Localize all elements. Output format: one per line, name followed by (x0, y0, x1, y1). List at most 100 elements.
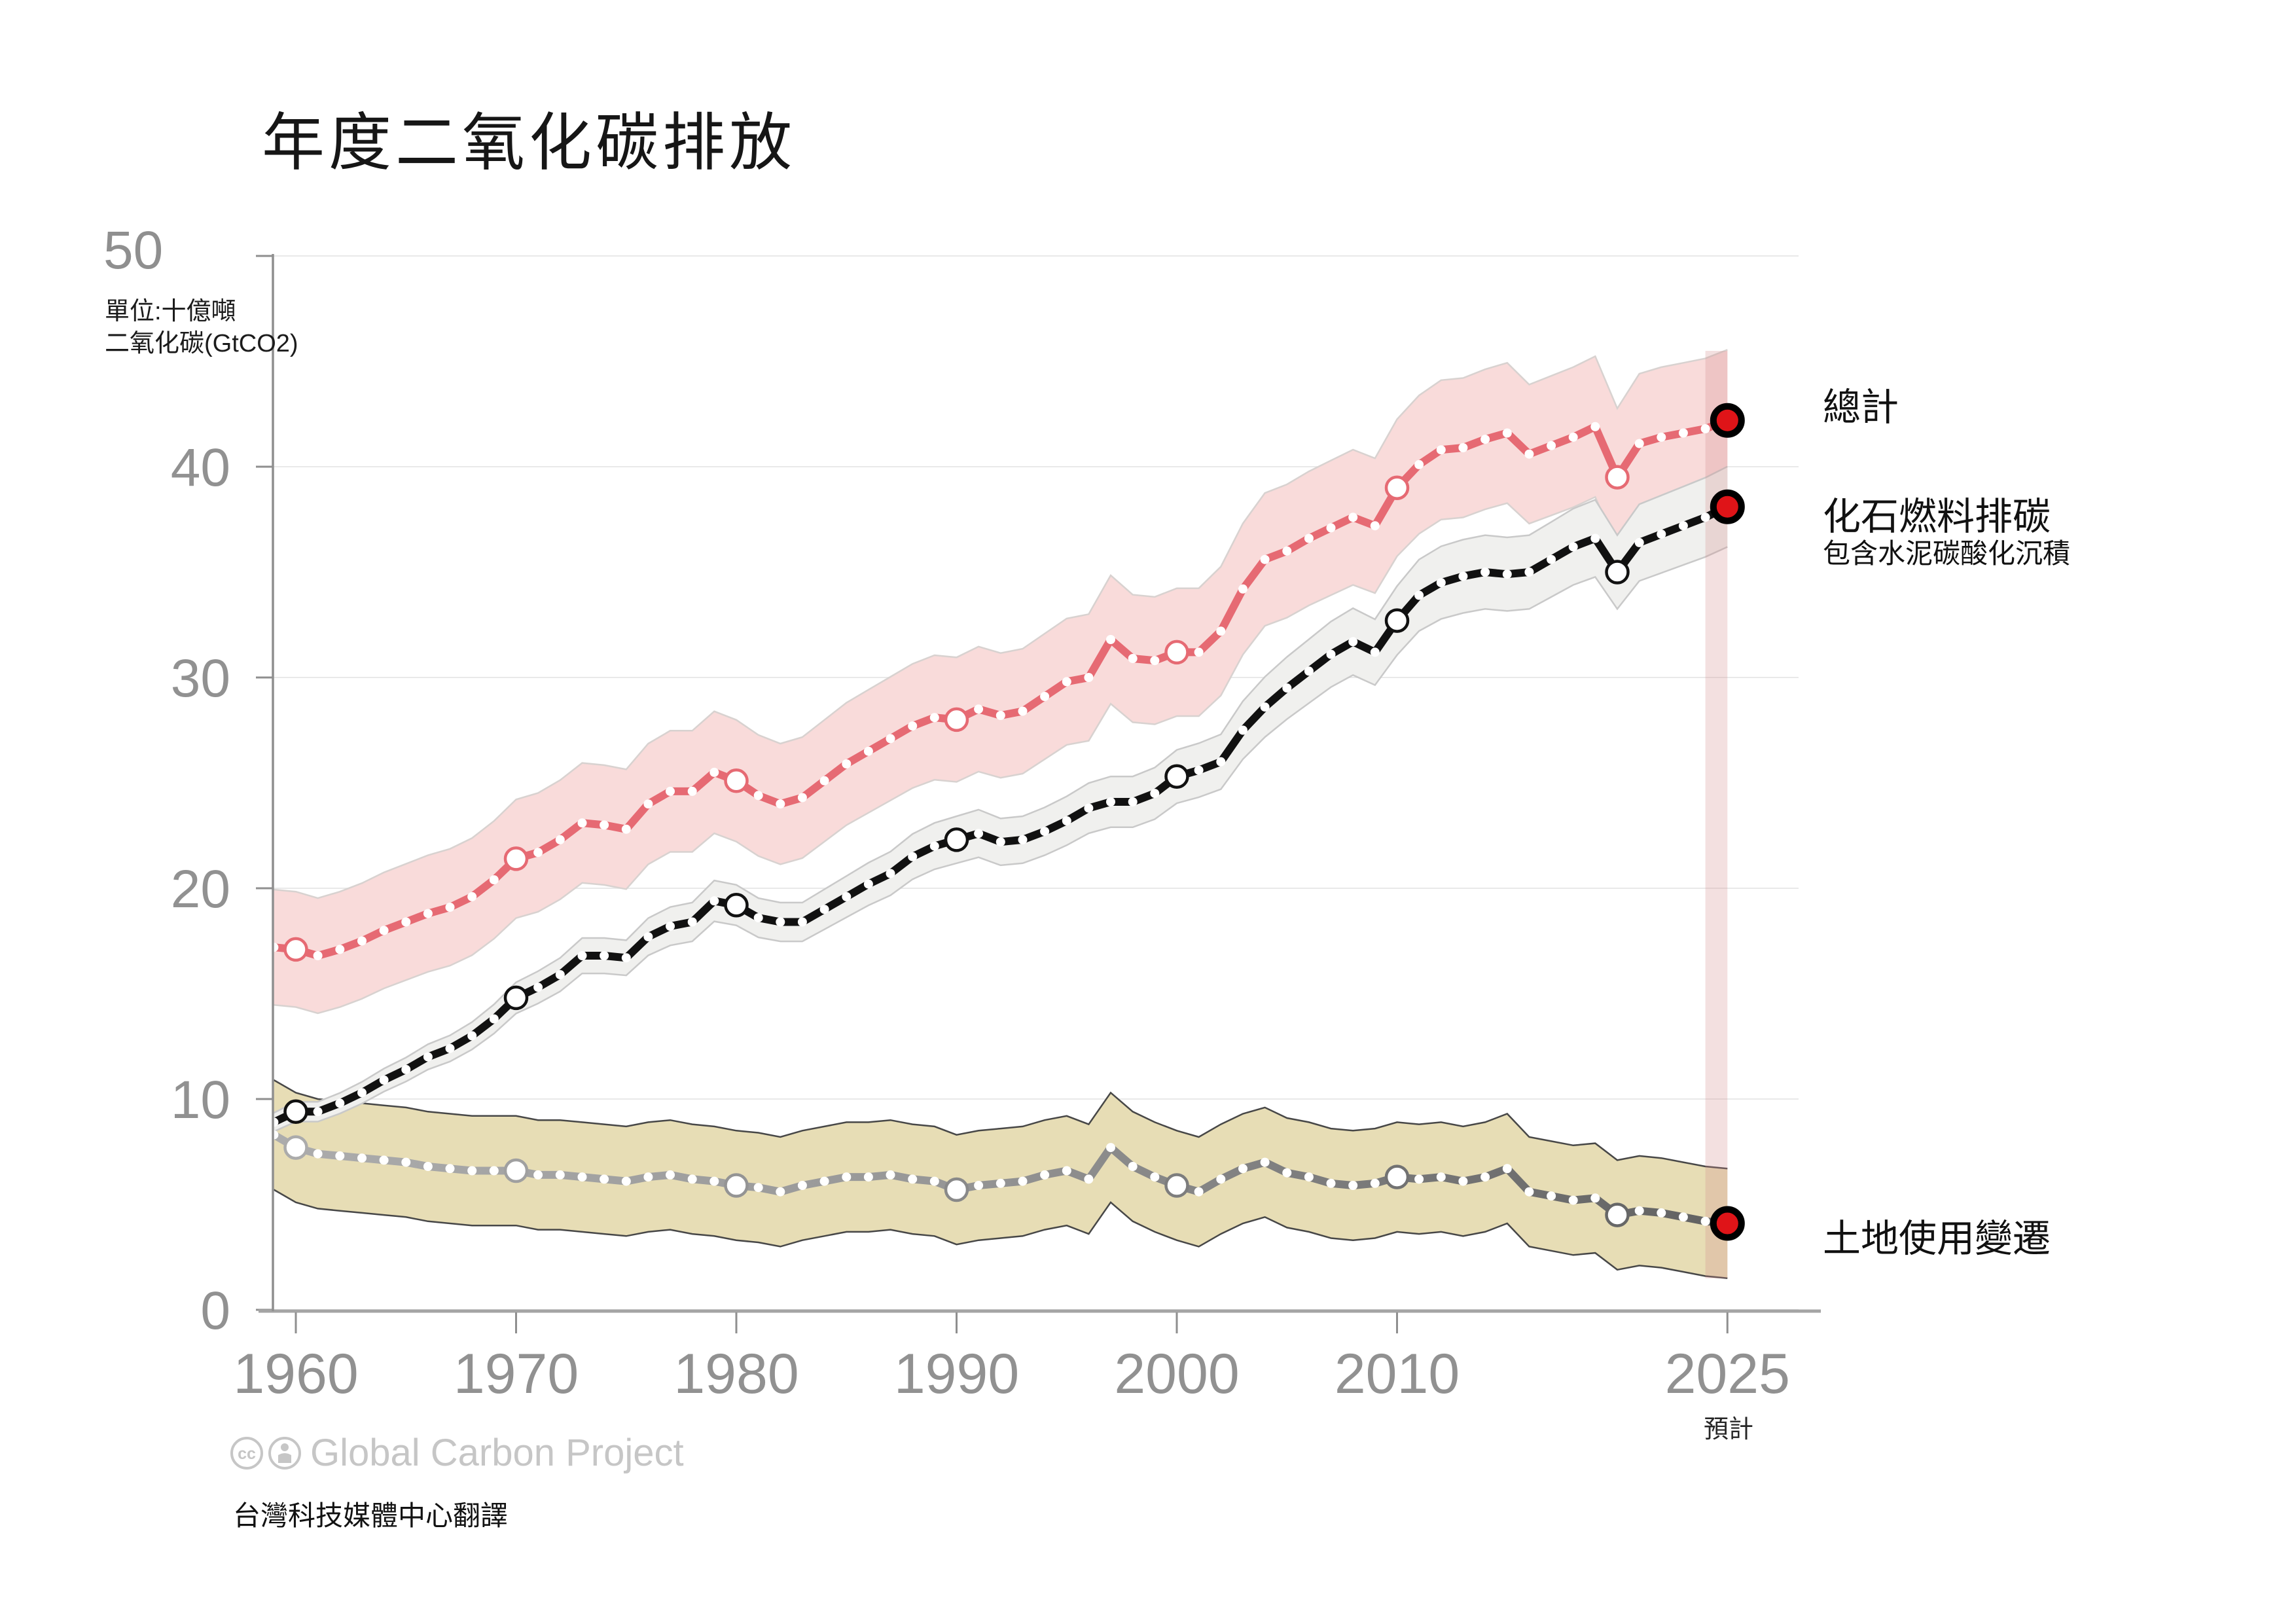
land_use-year-dot-1998 (1128, 1162, 1138, 1171)
fossil-year-dot-1968 (467, 1031, 477, 1041)
fossil-year-dot-1982 (776, 917, 785, 927)
fossil-year-dot-1961 (313, 1107, 323, 1117)
fossil-year-dot-1979 (709, 896, 719, 906)
total-year-dot-1967 (445, 903, 455, 912)
land_use-year-dot-2006 (1304, 1172, 1314, 1182)
uncertainty-bands (273, 349, 1728, 1279)
land_use-year-dot-1984 (819, 1176, 829, 1186)
fossil-decade-marker-2000 (1164, 764, 1189, 789)
x-tick-label-2000: 2000 (1114, 1343, 1239, 1405)
land_use-year-dot-1985 (842, 1172, 852, 1182)
land_use-year-dot-1963 (357, 1153, 367, 1163)
legend-label-fossil: 化石燃料排碳 (1823, 496, 2051, 538)
translation-note: 台灣科技媒體中心翻譯 (233, 1500, 509, 1531)
land_use-year-dot-2021 (1634, 1206, 1644, 1216)
y-axis-unit-line1: 單位:十億噸 (105, 298, 236, 325)
total-year-dot-1966 (423, 909, 433, 918)
land_use-band-top-edge (273, 1079, 1728, 1170)
land_use-decade-marker-1970 (503, 1158, 529, 1183)
land_use-year-dot-1999 (1150, 1172, 1160, 1182)
total-year-dot-1999 (1150, 656, 1160, 666)
fossil-decade-marker-1980 (724, 893, 749, 918)
total-decade-marker-2010 (1384, 475, 1410, 500)
fossil-decade-marker-1970 (503, 985, 529, 1011)
cc-by-icons: cc (230, 1436, 301, 1470)
fossil-year-dot-2018 (1568, 542, 1578, 552)
fossil-year-dot-2017 (1547, 554, 1556, 564)
land_use-year-dot-1982 (776, 1187, 785, 1197)
land_use-year-dot-2012 (1436, 1172, 1446, 1182)
total-year-dot-1983 (797, 793, 807, 803)
total-year-dot-2002 (1216, 626, 1226, 636)
total-year-dot-2015 (1502, 428, 1512, 438)
land_use-year-dot-1978 (687, 1174, 697, 1184)
total-year-dot-1964 (379, 926, 389, 935)
year-markers (269, 422, 1710, 1227)
total-year-dot-1977 (666, 786, 675, 796)
fossil-projection-endpoint (1710, 489, 1745, 524)
total-uncertainty-band (274, 350, 1728, 1013)
legend-label-land-use: 土地使用變遷 (1823, 1218, 2051, 1260)
fossil-year-dot-2006 (1304, 666, 1314, 676)
fossil-year-dot-1973 (577, 951, 587, 960)
land_use-year-dot-2008 (1348, 1181, 1358, 1190)
total-year-dot-1975 (621, 824, 631, 834)
y-tick-label-10: 10 (171, 1070, 230, 1130)
y-axis-unit-line2: 二氧化碳(GtCO2) (105, 329, 298, 357)
total-year-dot-1992 (996, 711, 1005, 720)
total-year-dot-2004 (1260, 554, 1270, 564)
total-year-dot-1994 (1040, 692, 1050, 701)
total-year-dot-2024 (1700, 424, 1710, 433)
fossil-year-dot-1984 (819, 905, 829, 914)
x-tick-label-1980: 1980 (673, 1343, 798, 1405)
total-year-dot-1991 (974, 704, 984, 714)
land_use-year-dot-1961 (313, 1149, 323, 1159)
y-tick-labels: 0 10 20 30 40 (171, 438, 230, 1341)
total-year-dot-2023 (1678, 428, 1688, 438)
y-axis-unit-label: 單位:十億噸 二氧化碳(GtCO2) (105, 296, 298, 359)
land_use-year-dot-1967 (445, 1164, 455, 1174)
fossil-year-dot-1977 (666, 922, 675, 931)
total-year-dot-1972 (555, 835, 565, 844)
total-decade-marker-1970 (503, 846, 529, 871)
y-tick-label-0: 0 (200, 1281, 230, 1341)
y-tick-label-20: 20 (171, 859, 230, 919)
fossil-year-dot-1972 (555, 970, 565, 979)
total-year-dot-1993 (1018, 706, 1028, 716)
cc-by-person-icon (268, 1436, 301, 1470)
fossil-year-dot-1975 (621, 953, 631, 963)
total-year-dot-2011 (1414, 460, 1424, 469)
land_use-year-dot-1987 (886, 1170, 895, 1180)
fossil-decade-marker-1990 (944, 827, 969, 852)
fossil-year-dot-1965 (401, 1064, 411, 1074)
y-axis-top-label: 50 (103, 221, 164, 280)
total-year-dot-2012 (1436, 445, 1446, 455)
land_use-year-dot-1992 (996, 1178, 1005, 1188)
total-year-dot-1969 (489, 875, 499, 885)
land_use-year-dot-1989 (929, 1176, 939, 1186)
land_use-year-dot-1997 (1106, 1143, 1115, 1153)
fossil-year-dot-1999 (1150, 789, 1160, 799)
total-year-dot-2016 (1524, 449, 1534, 459)
land_use-year-dot-1977 (666, 1170, 675, 1180)
total-band-bottom-edge (274, 490, 1728, 1015)
total-decade-marker-1960 (283, 937, 308, 962)
attribution-row: cc Global Carbon Project (229, 1431, 684, 1475)
land_use-year-dot-2002 (1216, 1174, 1226, 1184)
land_use-year-dot-1995 (1062, 1166, 1071, 1176)
fossil-year-dot-2009 (1370, 647, 1380, 657)
land_use-year-dot-1964 (379, 1155, 389, 1165)
fossil-band-top-edge (273, 465, 1728, 1114)
fossil-year-dot-2016 (1524, 568, 1534, 577)
fossil-year-dot-2019 (1590, 533, 1600, 543)
total-projection-endpoint (1710, 403, 1745, 438)
fossil-decade-marker-2010 (1384, 608, 1410, 633)
fossil-year-dot-2024 (1700, 513, 1710, 522)
land_use-year-dot-2005 (1282, 1168, 1292, 1178)
total-year-dot-1973 (577, 818, 587, 828)
fossil-decade-marker-1960 (283, 1099, 308, 1125)
fossil-year-dot-1996 (1084, 803, 1094, 813)
land_use-year-dot-1996 (1084, 1174, 1094, 1184)
